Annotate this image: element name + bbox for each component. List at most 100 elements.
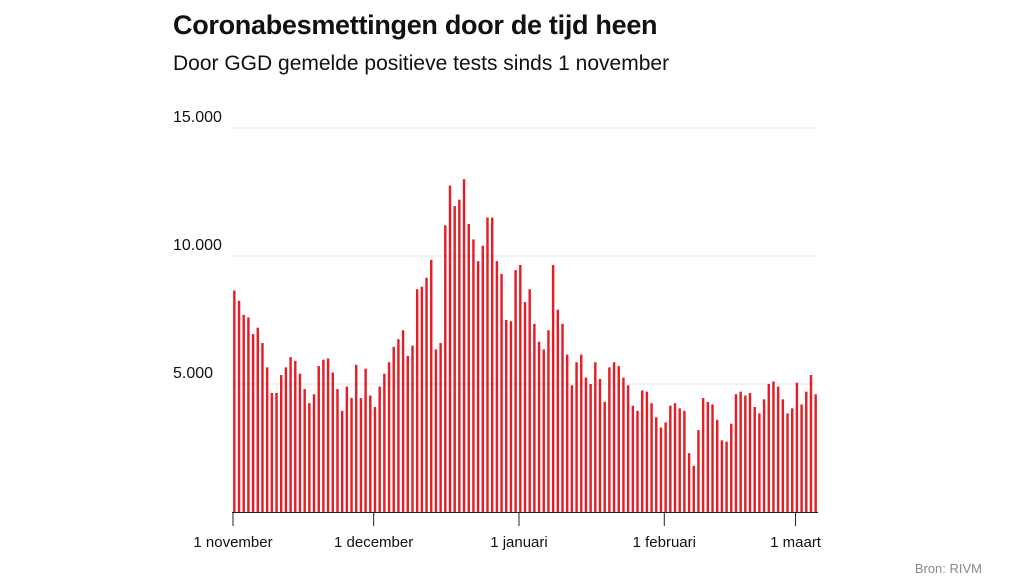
data-bar — [584, 377, 588, 512]
data-bar — [622, 377, 625, 512]
data-bar — [626, 385, 630, 512]
data-bar — [753, 407, 756, 512]
data-bar — [425, 277, 428, 512]
data-bar — [701, 398, 705, 512]
data-bar — [678, 408, 681, 512]
data-bar — [715, 419, 719, 512]
data-bar — [415, 289, 419, 512]
x-tick-label: 1 november — [193, 534, 272, 551]
data-bar — [594, 362, 597, 512]
data-bar — [598, 378, 602, 512]
data-bar — [490, 217, 494, 512]
data-bar — [589, 384, 592, 512]
data-bar — [655, 417, 658, 512]
data-bar — [547, 330, 550, 512]
data-bar — [486, 217, 489, 512]
x-tick-label: 1 maart — [770, 534, 822, 551]
data-bar — [631, 405, 635, 512]
data-bar — [458, 199, 461, 512]
data-bar — [401, 330, 405, 512]
data-bar — [434, 349, 438, 512]
data-bar — [444, 225, 447, 512]
data-bar — [762, 399, 766, 512]
data-bar — [237, 300, 241, 512]
data-bar — [556, 309, 560, 512]
data-bar — [814, 394, 817, 512]
y-tick-label: 5.000 — [173, 365, 213, 382]
data-bar — [739, 391, 742, 512]
data-bar — [608, 367, 611, 512]
data-bar — [359, 398, 363, 512]
data-bar — [711, 404, 714, 512]
data-bar — [650, 403, 653, 512]
data-bar — [294, 360, 297, 512]
source-label: Bron: RIVM — [914, 561, 982, 576]
data-bar — [251, 334, 255, 512]
data-bar — [369, 395, 372, 512]
data-bar — [289, 357, 292, 512]
data-bar — [406, 355, 410, 512]
data-bar — [645, 391, 649, 512]
data-bar — [364, 368, 367, 512]
data-bar — [392, 346, 395, 512]
data-bar — [472, 239, 475, 513]
data-bar — [683, 410, 686, 512]
data-bar — [345, 386, 349, 512]
x-tick-label: 1 januari — [490, 534, 548, 551]
data-bar — [551, 264, 555, 512]
data-bar — [659, 427, 663, 512]
data-bar — [730, 423, 733, 512]
data-bar — [495, 261, 499, 512]
data-bar — [476, 261, 480, 512]
data-bar — [664, 422, 667, 512]
data-bar — [772, 381, 775, 512]
data-bar — [781, 399, 785, 512]
data-bar — [570, 385, 574, 512]
data-bar — [673, 403, 677, 512]
data-bar — [519, 264, 522, 512]
data-bar — [331, 372, 335, 512]
data-bar — [580, 354, 583, 512]
data-bar — [397, 339, 400, 512]
data-bar — [261, 343, 264, 512]
data-bar — [758, 413, 761, 512]
data-bar — [308, 403, 311, 512]
data-bar — [270, 392, 274, 512]
data-bar — [697, 430, 700, 512]
data-bar — [322, 359, 325, 512]
data-bar — [340, 410, 344, 512]
data-bar — [523, 302, 527, 512]
data-bar — [373, 407, 377, 512]
data-bar — [383, 373, 386, 512]
data-bar — [350, 398, 353, 512]
data-bar — [439, 343, 442, 512]
data-bar — [612, 362, 616, 512]
data-bar — [805, 391, 808, 512]
data-bar — [355, 364, 358, 512]
data-bar — [706, 401, 710, 512]
data-bar — [420, 286, 424, 512]
data-bar — [603, 401, 606, 512]
data-bar — [561, 323, 564, 512]
data-bar — [795, 382, 799, 512]
data-bar — [692, 465, 695, 512]
data-bar — [514, 270, 517, 512]
data-bar — [448, 185, 452, 512]
data-bar — [247, 317, 250, 512]
data-bar — [284, 367, 288, 512]
data-bar — [720, 440, 724, 512]
data-bar — [790, 408, 794, 512]
data-bar — [462, 179, 466, 512]
data-bar — [280, 375, 283, 512]
data-bar — [786, 413, 789, 512]
data-bar — [669, 405, 672, 512]
data-bar — [617, 366, 620, 512]
y-tick-label: 15.000 — [173, 109, 222, 126]
data-bar — [725, 441, 728, 512]
data-bar — [575, 362, 578, 512]
data-bar — [734, 394, 738, 512]
data-bar — [411, 345, 414, 512]
data-bar — [636, 410, 639, 512]
data-bar — [430, 259, 433, 512]
